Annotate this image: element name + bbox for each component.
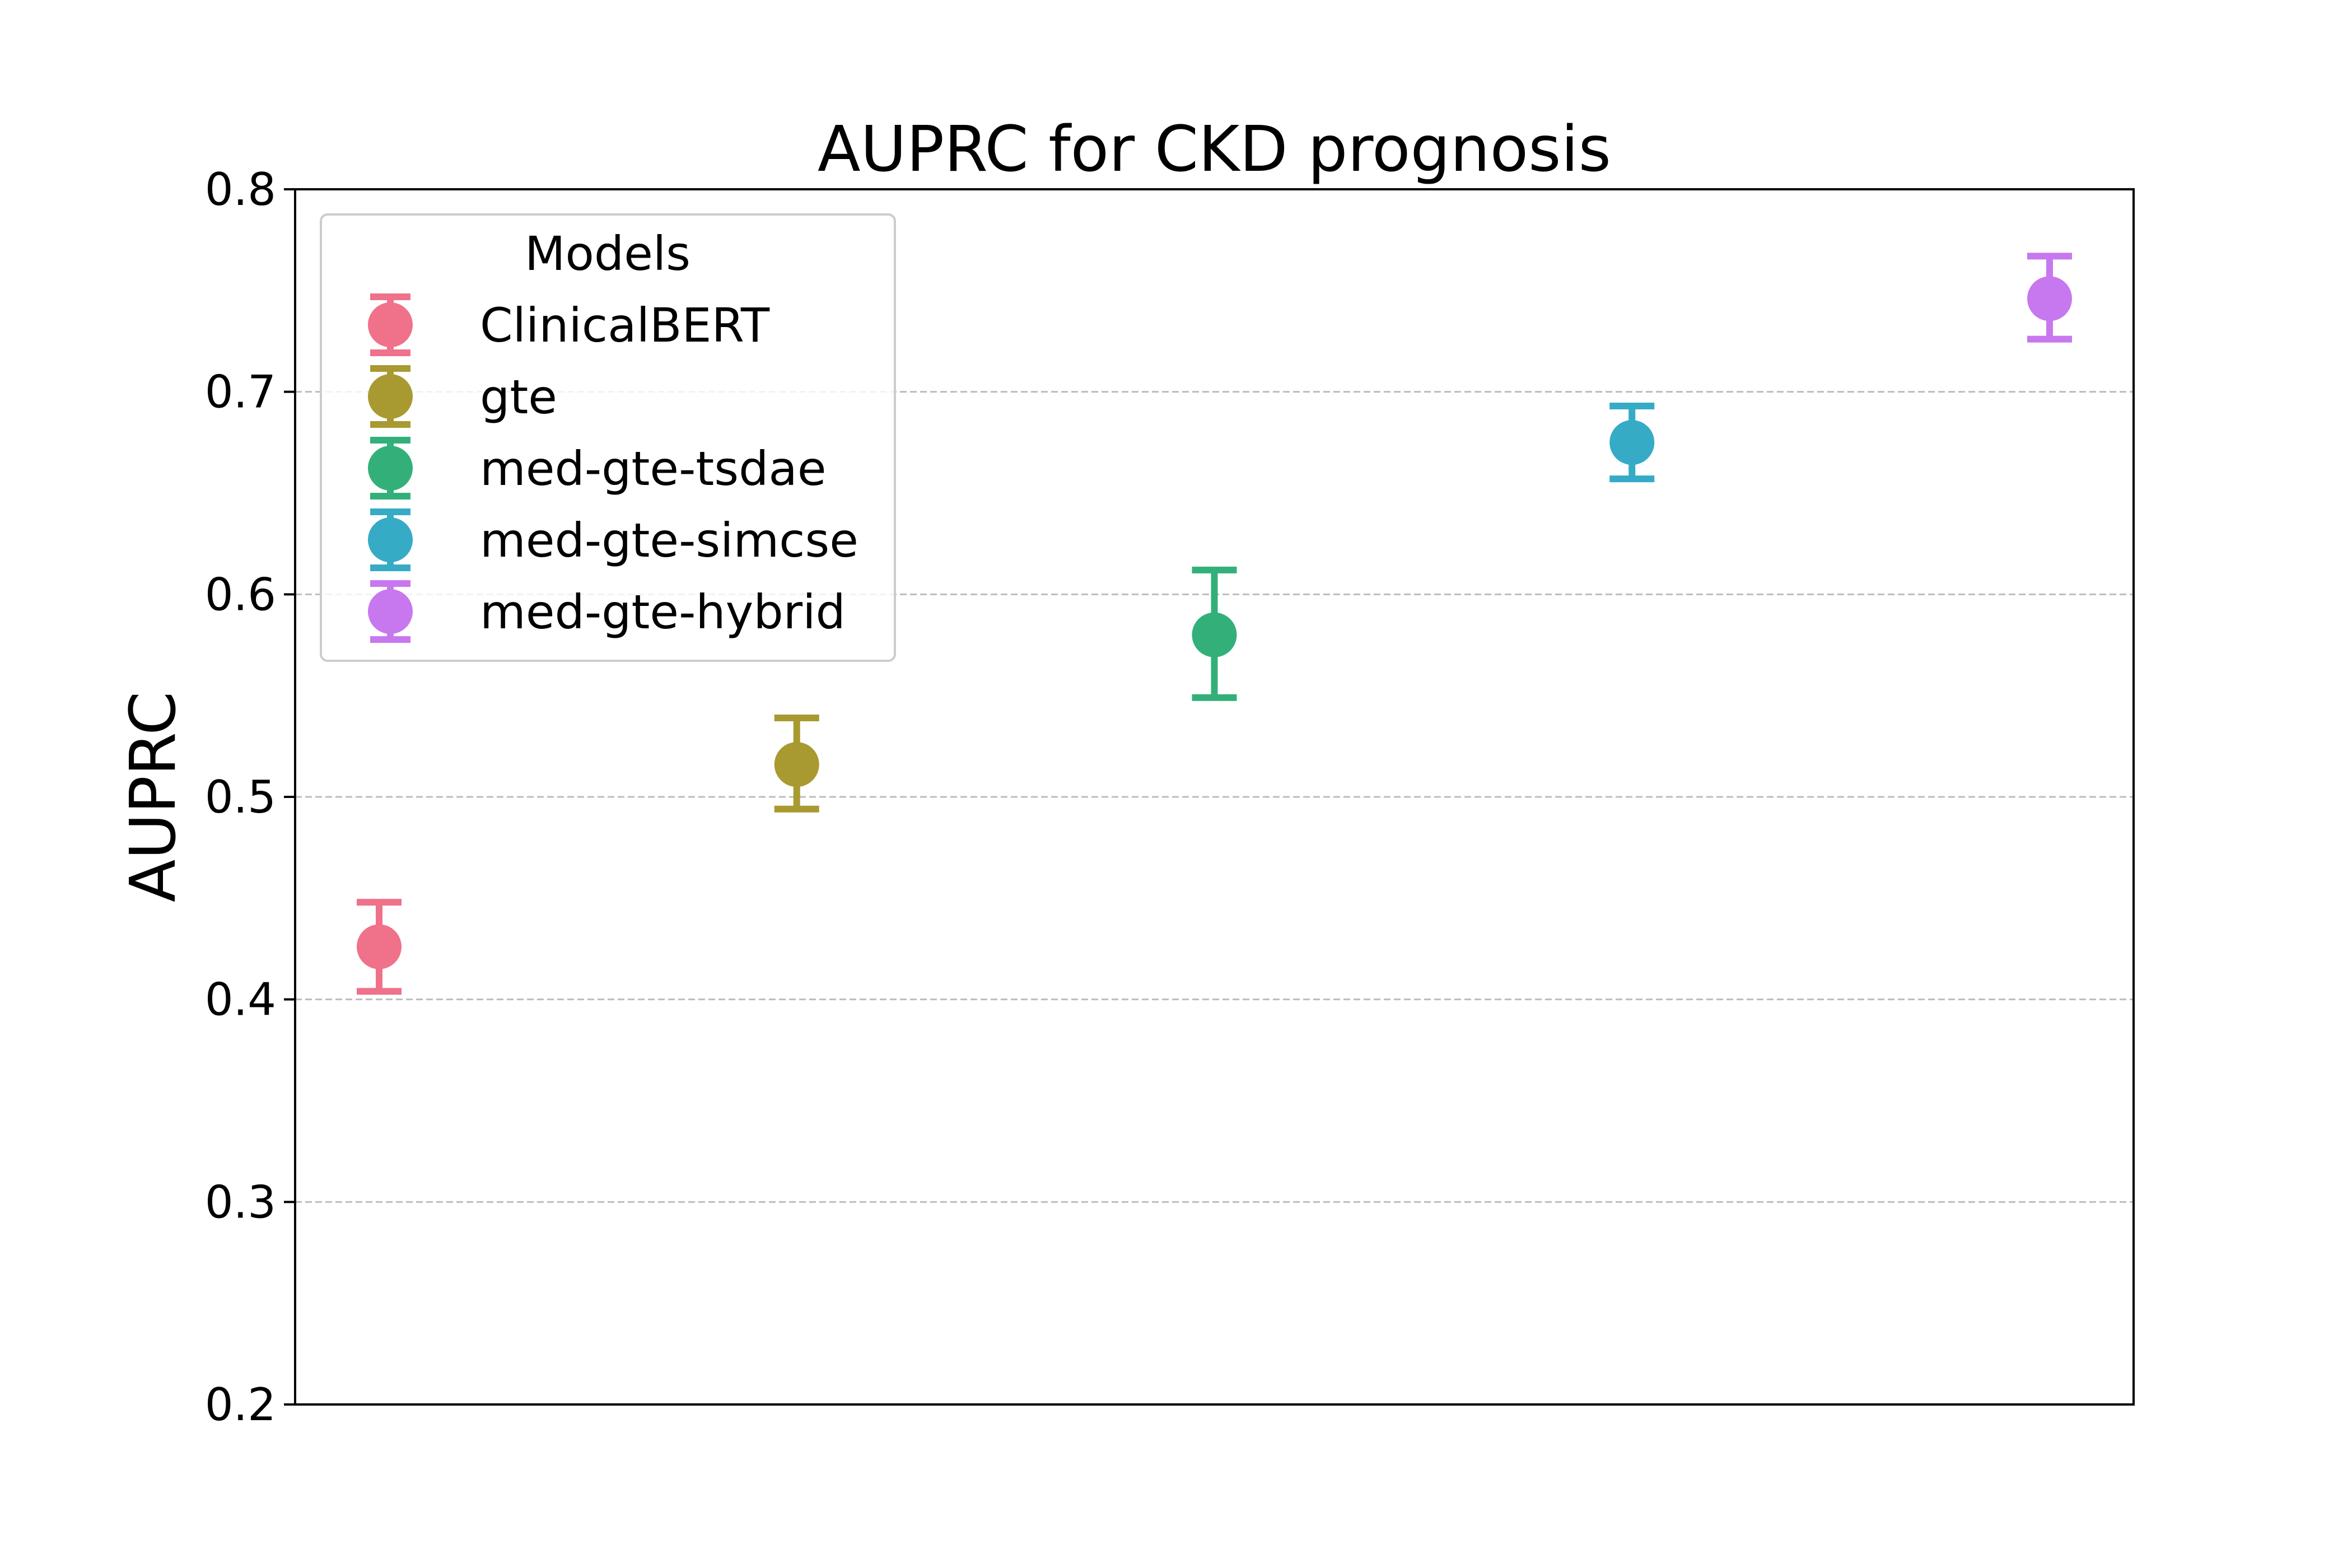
data-point-group [1192, 566, 1237, 701]
data-point [1192, 612, 1237, 657]
data-point [774, 742, 819, 787]
data-point-group [1609, 402, 1655, 483]
chart-title: AUPRC for CKD prognosis [818, 113, 1611, 186]
data-points [357, 253, 2072, 995]
legend-item: med-gte-simcse [368, 508, 858, 571]
y-tick-label: 0.5 [205, 771, 276, 823]
y-tick-label: 0.7 [205, 366, 276, 418]
data-point [357, 924, 402, 969]
legend-item: gte [368, 365, 557, 428]
legend-marker [368, 589, 413, 634]
legend-title: Models [525, 226, 690, 281]
y-tick-label: 0.3 [205, 1176, 276, 1228]
y-axis-label: AUPRC [117, 692, 190, 903]
legend-label: med-gte-hybrid [480, 585, 846, 640]
y-tick-label: 0.2 [205, 1379, 276, 1431]
y-tick-label: 0.4 [205, 974, 276, 1026]
legend-item: ClinicalBERT [368, 293, 770, 356]
legend: Models ClinicalBERT gte med-gte-tsdae med-g… [320, 213, 896, 662]
legend-box [320, 213, 896, 662]
legend-label: ClinicalBERT [480, 298, 770, 353]
legend-label: med-gte-simcse [480, 513, 858, 568]
y-tick-label: 0.8 [205, 164, 276, 216]
plot-frame [294, 188, 2135, 1406]
legend-marker [368, 302, 413, 347]
data-point-group [774, 714, 819, 813]
data-point-group [357, 899, 402, 995]
y-axis-ticks: 0.2 0.3 0.4 0.5 0.6 0.7 0.8 [205, 164, 295, 1431]
legend-label: gte [480, 370, 557, 424]
legend-marker [368, 446, 413, 491]
legend-item: med-gte-tsdae [368, 437, 827, 500]
legend-marker [368, 374, 413, 419]
data-point-group [2027, 253, 2072, 343]
legend-item: med-gte-hybrid [368, 580, 846, 643]
legend-marker [368, 517, 413, 562]
y-tick-label: 0.6 [205, 568, 276, 620]
data-point [2027, 276, 2072, 321]
data-point [1609, 420, 1655, 465]
legend-label: med-gte-tsdae [480, 441, 827, 496]
